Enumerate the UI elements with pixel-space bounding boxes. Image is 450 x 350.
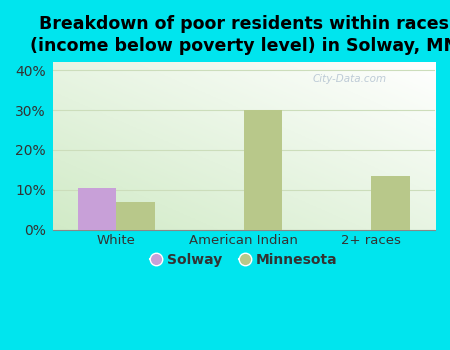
Bar <box>244 110 282 230</box>
Title: Breakdown of poor residents within races
(income below poverty level) in Solway,: Breakdown of poor residents within races… <box>30 15 450 55</box>
Text: City-Data.com: City-Data.com <box>313 75 387 84</box>
Bar <box>117 202 155 230</box>
Bar <box>78 188 117 230</box>
Bar <box>371 176 410 230</box>
Legend: Solway, Minnesota: Solway, Minnesota <box>145 248 343 273</box>
